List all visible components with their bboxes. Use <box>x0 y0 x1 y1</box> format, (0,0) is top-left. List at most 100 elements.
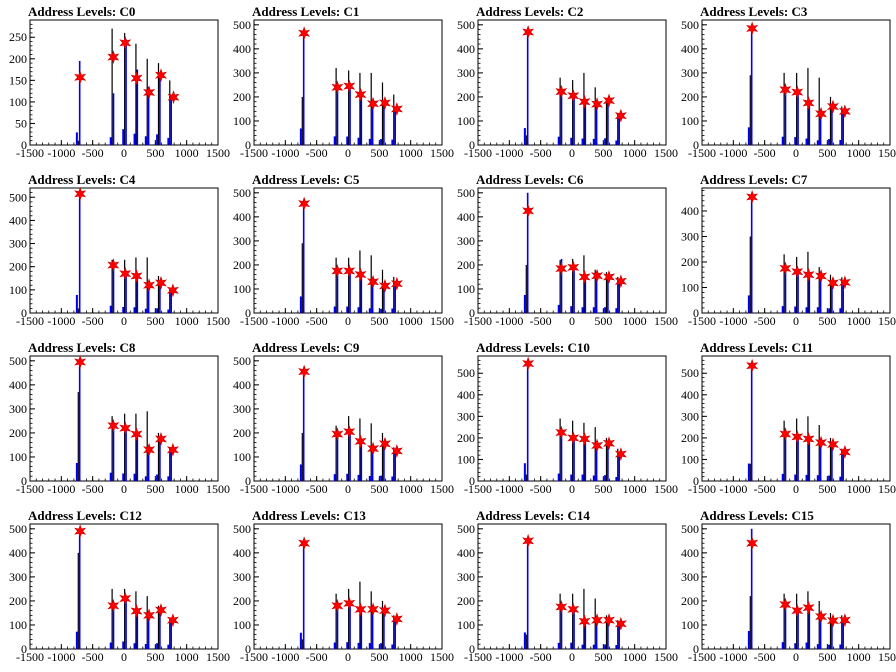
x-tick-label: 1500 <box>654 314 678 328</box>
x-tick-label: -1000 <box>271 146 299 160</box>
y-tick-label: 500 <box>233 18 251 32</box>
peak-marker <box>802 96 815 110</box>
peak-marker <box>802 600 815 615</box>
x-tick-label: -500 <box>82 146 104 160</box>
histogram-spike-blue <box>349 432 351 481</box>
y-tick-label: 50 <box>15 116 27 130</box>
y-tick-label: 300 <box>233 66 251 80</box>
histogram-spike-blue <box>595 444 598 481</box>
x-tick-label: 1500 <box>206 650 230 664</box>
y-tick-label: 300 <box>681 66 699 80</box>
histogram-spike-black <box>335 425 337 481</box>
histogram-spike-blue <box>147 615 150 649</box>
peak-marker <box>74 186 87 201</box>
histogram-base <box>346 473 349 481</box>
peak-marker <box>522 25 535 39</box>
plot-frame <box>701 19 891 146</box>
histogram-spike-blue <box>360 96 363 145</box>
histogram-spike-black <box>359 72 361 145</box>
histogram-spike-blue <box>808 605 811 649</box>
peak-marker <box>143 278 156 293</box>
chart-title: Address Levels: C14 <box>476 508 590 523</box>
histogram-base <box>747 127 750 145</box>
histogram-spike-black <box>559 260 561 313</box>
histogram-base <box>828 475 831 481</box>
peak-marker <box>119 591 132 606</box>
histogram-base <box>167 137 170 145</box>
plot-frame <box>701 523 891 650</box>
histogram-base <box>816 475 819 481</box>
y-tick-label: 100 <box>681 618 699 632</box>
peak-marker <box>614 274 627 289</box>
peak-marker <box>838 613 851 628</box>
histogram-spike-black <box>594 427 596 481</box>
peak-marker <box>367 274 380 289</box>
histogram-spike-blue <box>159 281 161 313</box>
x-tick-label: -500 <box>754 146 776 160</box>
x-tick-label: 500 <box>370 146 388 160</box>
histogram-base <box>299 632 302 649</box>
histogram-base <box>75 462 78 481</box>
histogram-base <box>156 308 159 313</box>
histogram-base <box>167 476 170 481</box>
histogram-spike-blue <box>136 432 139 481</box>
histogram-spike-black <box>335 593 337 649</box>
histogram-spike-black <box>605 615 608 649</box>
histogram-spike-blue <box>394 450 396 481</box>
y-tick-label: 200 <box>233 258 251 272</box>
x-tick-label: -500 <box>530 314 552 328</box>
histogram-spike-blue <box>784 89 787 145</box>
x-tick-label: -1500 <box>240 146 268 160</box>
peak-marker <box>343 424 356 439</box>
histogram-spike-black <box>359 418 361 481</box>
peak-marker <box>354 87 367 102</box>
chart-panel: Address Levels: C12 0 100 200 300 400 500 -1500… <box>9 508 230 664</box>
histogram-base <box>794 474 797 481</box>
x-tick-label: 1500 <box>206 482 230 496</box>
histogram-spike-blue <box>112 93 115 145</box>
histogram-spike-black <box>157 605 160 649</box>
x-tick-label: 0 <box>793 314 799 328</box>
histogram-spike-black <box>583 255 585 313</box>
histogram-base <box>122 306 125 313</box>
histogram-spike-black <box>594 269 596 313</box>
histogram-base <box>346 642 349 649</box>
histogram-base <box>357 474 360 481</box>
x-tick-label: -1000 <box>495 482 523 496</box>
histogram-spike-blue <box>797 269 799 313</box>
plot-frame <box>477 523 667 650</box>
histogram-spike-black <box>559 593 561 649</box>
y-tick-label: 0 <box>693 138 699 152</box>
histogram-base <box>523 632 526 649</box>
histogram-base <box>144 476 147 481</box>
histogram-spike-blue <box>784 433 787 481</box>
x-tick-label: 1000 <box>623 314 647 328</box>
y-tick-label: 400 <box>681 204 699 218</box>
histogram-spike-black <box>841 277 843 313</box>
histogram-spike-blue <box>808 440 811 481</box>
peak-marker <box>826 275 839 290</box>
histogram-spike-black <box>829 437 832 481</box>
x-tick-label: 0 <box>345 146 351 160</box>
histogram-spike-blue <box>349 88 351 145</box>
x-tick-label: -1500 <box>688 146 716 160</box>
histogram-base <box>747 295 750 313</box>
y-tick-label: 200 <box>233 90 251 104</box>
histogram-spike-blue <box>618 622 620 649</box>
x-tick-label: 1500 <box>430 314 454 328</box>
histogram-spike-blue <box>371 447 374 481</box>
y-tick-label: 300 <box>9 570 27 584</box>
histogram-spike-blue <box>595 620 598 649</box>
histogram-base <box>604 138 607 145</box>
histogram-base <box>122 129 125 145</box>
histogram-base <box>557 642 560 649</box>
histogram-spike-black <box>359 250 361 313</box>
y-tick-label: 0 <box>245 138 251 152</box>
histogram-spike-blue <box>170 449 172 481</box>
chart-panel: Address Levels: C15 0 100 200 300 400 500 -1500… <box>681 508 896 664</box>
y-tick-label: 500 <box>233 186 251 200</box>
histogram-spike-blue <box>819 442 822 481</box>
peak-marker <box>826 437 839 452</box>
histogram-spike-black <box>335 68 337 145</box>
chart-title: Address Levels: C2 <box>476 4 583 19</box>
